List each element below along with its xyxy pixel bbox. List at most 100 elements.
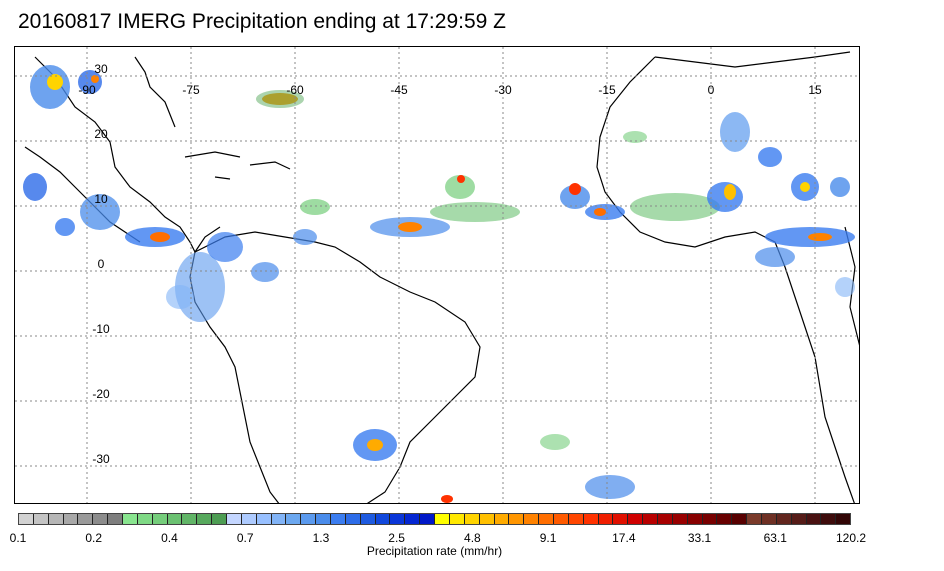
colorbar-swatch — [479, 514, 495, 524]
colorbar-swatch — [19, 514, 34, 524]
colorbar-swatch — [717, 514, 733, 524]
colorbar-swatch — [464, 514, 480, 524]
colorbar-tick-label: 4.8 — [464, 531, 481, 545]
precip-cell — [55, 218, 75, 236]
colorbar-swatch — [316, 514, 332, 524]
colorbar-swatch — [33, 514, 49, 524]
longitude-tick-label: -60 — [286, 83, 304, 97]
colorbar-label: Precipitation rate (mm/hr) — [366, 544, 503, 558]
colorbar-swatch — [539, 514, 554, 524]
precip-core — [91, 75, 99, 83]
colorbar-swatch — [108, 514, 124, 524]
south-america-east-coast — [194, 231, 481, 503]
colorbar-swatch — [227, 514, 242, 524]
map-canvas: -90 -75 -60 -45 -30 -15 0 15 30 20 10 0 -10 -20 -30 — [15, 47, 859, 503]
colorbar-tick-label: 33.1 — [687, 531, 712, 545]
colorbar-swatch — [137, 514, 153, 524]
precip-cell — [830, 177, 850, 197]
colorbar-swatch — [360, 514, 376, 524]
colorbar-tick-label: 120.2 — [835, 531, 867, 545]
precip-core — [47, 74, 63, 90]
precip-cell — [300, 199, 330, 215]
precip-cell — [80, 194, 120, 230]
precip-core — [457, 175, 465, 183]
colorbar-swatch — [286, 514, 302, 524]
colorbar-swatch — [821, 514, 837, 524]
latitude-tick-label: 10 — [94, 192, 108, 206]
colorbar-tick-label: 17.4 — [612, 531, 636, 545]
colorbar-swatch — [123, 514, 138, 524]
colorbar-swatch — [509, 514, 525, 524]
colorbar-swatch — [806, 514, 822, 524]
jamaica — [214, 176, 231, 180]
precip-cell — [256, 90, 304, 108]
longitude-tick-label: 0 — [708, 83, 715, 97]
colorbar-tick-label: 0.7 — [236, 531, 254, 545]
colorbar-swatch — [390, 514, 406, 524]
central-america-coast — [34, 56, 221, 254]
colorbar-swatch — [331, 514, 346, 524]
latitude-tick-label: 0 — [98, 257, 105, 271]
precip-cell — [758, 147, 782, 167]
latitude-tick-label: 30 — [94, 62, 108, 76]
colorbar-tick-label: 63.1 — [763, 531, 787, 545]
colorbar-swatch — [494, 514, 510, 524]
colorbar-tick-label: 2.5 — [388, 531, 405, 545]
precip-cell — [166, 285, 194, 309]
latitude-labels: 30 20 10 0 -10 -20 -30 — [92, 62, 110, 466]
colorbar-swatch — [182, 514, 198, 524]
colorbar-swatch — [776, 514, 792, 524]
colorbar-swatch — [643, 514, 658, 524]
colorbar-swatch — [420, 514, 436, 524]
precip-cell — [755, 247, 795, 267]
precip-cell — [430, 202, 520, 222]
colorbar-swatch — [241, 514, 257, 524]
latitude-tick-label: -30 — [92, 452, 110, 466]
colorbar-ticks: 0.1 0.2 0.4 0.7 1.3 2.5 4.8 9.1 17.4 33.1 63.1 120.… — [0, 531, 944, 545]
precip-cell — [835, 277, 855, 297]
precip-core — [441, 495, 453, 503]
cuba — [184, 151, 241, 158]
colorbar-swatch — [628, 514, 644, 524]
colorbar-swatch — [524, 514, 540, 524]
colorbar-swatch — [687, 514, 703, 524]
colorbar-swatch — [568, 514, 584, 524]
africa-north-coast — [654, 51, 851, 68]
colorbar-swatch — [345, 514, 361, 524]
colorbar-swatch — [791, 514, 807, 524]
colorbar-swatch — [212, 514, 228, 524]
precip-core — [808, 233, 832, 241]
africa-west-coast — [596, 56, 855, 503]
colorbar-swatch — [836, 514, 851, 524]
precip-core — [594, 208, 606, 216]
colorbar-swatch — [152, 514, 168, 524]
colorbar-swatch — [657, 514, 673, 524]
colorbar-swatch — [405, 514, 421, 524]
precip-core — [367, 439, 383, 451]
colorbar-swatch — [271, 514, 287, 524]
precip-cell — [623, 131, 647, 143]
colorbar-swatch — [553, 514, 569, 524]
precip-cell — [585, 475, 635, 499]
precipitation-field — [23, 65, 855, 503]
longitude-tick-label: -45 — [390, 83, 408, 97]
longitude-tick-label: -15 — [598, 83, 616, 97]
latitude-tick-label: 20 — [94, 127, 108, 141]
florida-coast — [134, 56, 176, 128]
precip-cell — [560, 185, 590, 209]
colorbar-swatch — [375, 514, 391, 524]
colorbar-swatch — [702, 514, 718, 524]
colorbar-swatch — [747, 514, 762, 524]
colorbar-swatch — [78, 514, 94, 524]
longitude-tick-label: -75 — [182, 83, 200, 97]
precip-cell — [707, 182, 743, 212]
coastlines — [24, 51, 859, 503]
colorbar-swatch — [93, 514, 109, 524]
precip-core — [398, 222, 422, 232]
precipitation-map[interactable]: -90 -75 -60 -45 -30 -15 0 15 30 20 10 0 -10 -20 -30 — [14, 46, 860, 504]
colorbar — [18, 513, 851, 525]
colorbar-swatch — [732, 514, 748, 524]
precip-cell — [207, 232, 243, 262]
precip-cell — [630, 193, 720, 221]
precip-core — [150, 232, 170, 242]
